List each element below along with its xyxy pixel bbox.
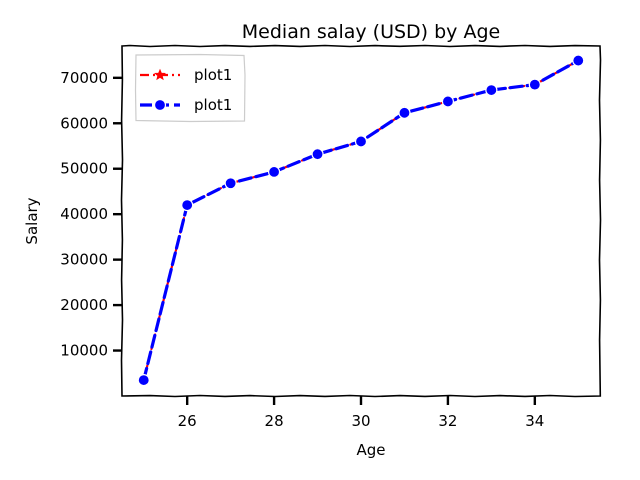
chart-title: Median salay (USD) by Age [242, 21, 500, 43]
x-tick-label: 28 [265, 412, 284, 430]
y-tick-label: 40000 [60, 205, 108, 223]
series-2 [137, 54, 585, 387]
legend-marker [153, 98, 167, 112]
legend-item: plot1 [140, 66, 232, 84]
y-axis-ticks: 10000 20000 30000 40000 50000 60000 70000 [60, 69, 122, 360]
y-tick-label: 60000 [60, 114, 108, 132]
series-layer [137, 54, 585, 387]
data-point [572, 54, 585, 67]
data-point [311, 148, 324, 161]
data-point [485, 83, 498, 97]
x-axis-title: Age [356, 441, 385, 459]
data-point [354, 135, 368, 148]
legend-label: plot1 [194, 66, 232, 84]
plot-area [120, 44, 602, 398]
x-tick-label: 26 [178, 412, 197, 430]
data-point [224, 177, 237, 190]
data-point [137, 373, 150, 387]
y-tick-label: 10000 [60, 342, 108, 360]
legend-marker [154, 68, 166, 81]
x-tick-label: 32 [438, 412, 457, 430]
y-tick-label: 50000 [60, 160, 108, 178]
y-tick-label: 20000 [60, 296, 108, 314]
x-tick-label: 30 [351, 412, 370, 430]
y-axis-title: Salary [23, 197, 41, 244]
data-point [181, 198, 194, 212]
legend-item: plot1 [140, 96, 232, 114]
y-tick-label: 30000 [60, 251, 108, 269]
legend-label: plot1 [194, 96, 232, 114]
plot-frame [120, 44, 602, 398]
data-point [441, 95, 455, 108]
data-point [528, 78, 541, 91]
data-point [398, 106, 411, 119]
data-point [267, 165, 281, 179]
legend: plot1 plot1 [134, 53, 246, 123]
x-tick-label: 34 [525, 412, 544, 430]
y-tick-label: 70000 [60, 69, 108, 87]
x-axis-ticks: 26 28 30 32 34 [178, 396, 544, 430]
